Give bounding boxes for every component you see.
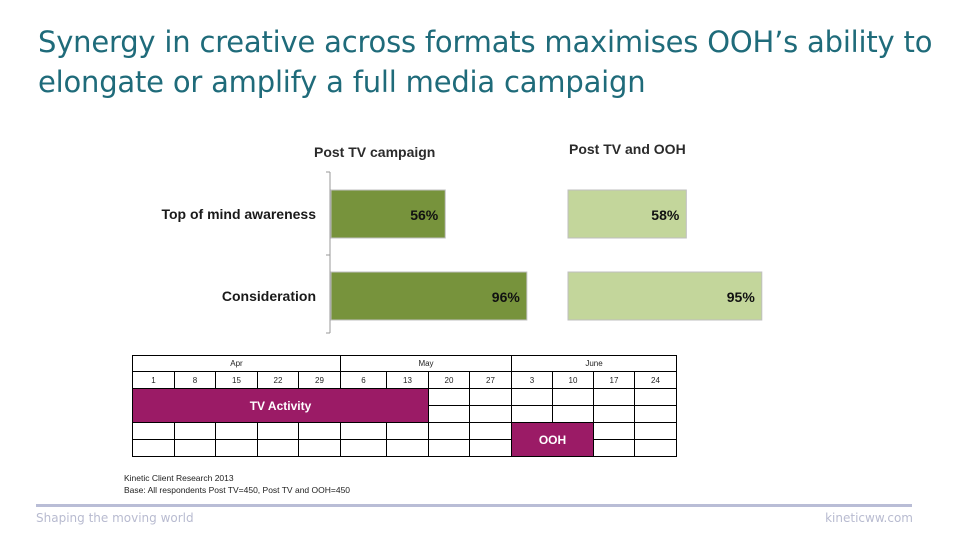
slide-title: Synergy in creative across formats maxim… (38, 25, 933, 99)
date-cell: 29 (298, 371, 341, 389)
footer-divider (36, 504, 912, 507)
date-cell: 8 (174, 371, 216, 389)
month-header-june: June (511, 355, 677, 372)
date-cell: 17 (593, 371, 635, 389)
bar (567, 189, 687, 239)
bar (330, 271, 528, 321)
panel-title-post-tv-ooh: Post TV and OOH (569, 141, 686, 157)
month-header-apr: Apr (132, 355, 341, 372)
bar-value-label: 96% (492, 289, 521, 305)
tv-activity-block: TV Activity (132, 388, 429, 423)
source-line-1: Kinetic Client Research 2013 (124, 473, 234, 483)
date-cell: 15 (215, 371, 258, 389)
media-schedule-table: Apr May June 1 8 15 22 29 6 13 20 27 3 1… (132, 355, 677, 457)
category-label: Consideration (222, 288, 316, 304)
bar (567, 271, 763, 321)
footer-tagline: Shaping the moving world (36, 511, 194, 525)
source-note: Kinetic Client Research 2013 Base: All r… (124, 472, 350, 496)
bar-value-label: 95% (727, 289, 756, 305)
bar-value-label: 58% (651, 207, 680, 223)
source-line-2: Base: All respondents Post TV=450, Post … (124, 485, 351, 495)
date-cell: 1 (132, 371, 175, 389)
date-cell: 20 (428, 371, 470, 389)
date-cell: 10 (552, 371, 594, 389)
date-cell: 6 (340, 371, 387, 389)
panel-title-post-tv: Post TV campaign (314, 144, 436, 160)
date-cell: 22 (257, 371, 299, 389)
ooh-activity-block: OOH (511, 422, 594, 457)
date-cell: 24 (634, 371, 677, 389)
bar-chart: Top of mind awareness Consideration 56% 96%… (161, 171, 763, 334)
month-header-may: May (340, 355, 512, 372)
footer-website: kineticww.com (825, 511, 913, 525)
date-cell: 27 (469, 371, 512, 389)
date-cell: 3 (511, 371, 553, 389)
date-cell: 13 (386, 371, 429, 389)
bar (330, 189, 446, 239)
bar-value-label: 56% (410, 207, 439, 223)
category-label: Top of mind awareness (161, 206, 316, 222)
